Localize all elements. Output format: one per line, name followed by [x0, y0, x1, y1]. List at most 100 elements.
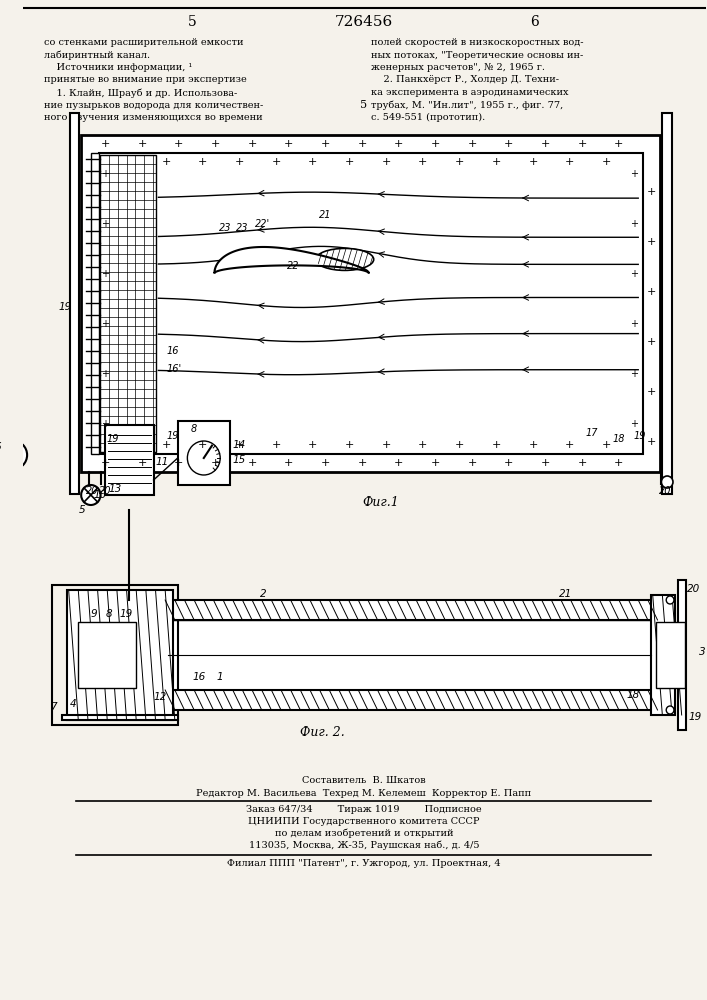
Text: принятые во внимание при экспертизе: принятые во внимание при экспертизе	[45, 76, 247, 85]
Bar	[163, 600, 655, 620]
Text: +: +	[631, 319, 638, 329]
Text: трубах, М. "Ин.лит", 1955 г., фиг. 77,: трубах, М. "Ин.лит", 1955 г., фиг. 77,	[370, 101, 563, 110]
Bar	[650, 595, 675, 715]
Text: +: +	[491, 440, 501, 450]
Text: 20: 20	[86, 486, 98, 496]
Bar	[100, 155, 156, 452]
Text: 13: 13	[108, 484, 122, 494]
Text: ние пузырьков водорода для количествен-: ние пузырьков водорода для количествен-	[45, 101, 264, 109]
Text: +: +	[271, 440, 281, 450]
Text: 21: 21	[559, 589, 572, 599]
Text: +: +	[647, 387, 656, 397]
Text: 1. Клайн, Шрауб и др. Использова-: 1. Клайн, Шрауб и др. Использова-	[45, 88, 238, 98]
Text: Составитель  В. Шкатов: Составитель В. Шкатов	[302, 776, 426, 785]
Text: 15: 15	[233, 455, 246, 465]
Text: +: +	[455, 157, 464, 167]
Bar	[166, 715, 177, 720]
Text: 2: 2	[259, 589, 267, 599]
Text: +: +	[614, 458, 624, 468]
Text: +: +	[235, 440, 244, 450]
Text: +: +	[565, 157, 574, 167]
Circle shape	[666, 706, 674, 714]
Text: Фиг.1: Фиг.1	[362, 495, 399, 508]
Circle shape	[661, 476, 673, 488]
Text: +: +	[101, 319, 110, 329]
Text: Редактор М. Васильева  Техред М. Келемеш  Корректор Е. Папп: Редактор М. Васильева Техред М. Келемеш …	[197, 789, 532, 798]
Text: со стенками расширительной емкости: со стенками расширительной емкости	[45, 38, 244, 47]
Text: +: +	[211, 458, 220, 468]
Text: +: +	[631, 219, 638, 229]
Text: 20: 20	[686, 584, 700, 594]
Text: +: +	[211, 139, 220, 149]
Circle shape	[666, 596, 674, 604]
Bar	[98, 153, 643, 454]
Bar	[163, 690, 655, 710]
Text: +: +	[467, 458, 477, 468]
Text: 16': 16'	[166, 364, 181, 374]
Text: +: +	[419, 440, 428, 450]
Text: 6: 6	[0, 442, 1, 452]
Text: +: +	[578, 139, 587, 149]
Text: +: +	[174, 139, 183, 149]
Text: 20: 20	[658, 486, 671, 496]
Text: по делам изобретений и открытий: по делам изобретений и открытий	[275, 829, 453, 838]
Text: +: +	[101, 369, 110, 379]
Text: 19: 19	[58, 302, 71, 312]
Text: 1: 1	[216, 672, 223, 682]
Bar	[66, 590, 173, 720]
Text: 19: 19	[166, 431, 179, 441]
Text: +: +	[101, 269, 110, 279]
Text: +: +	[419, 157, 428, 167]
Text: 18: 18	[612, 434, 625, 444]
Text: 8: 8	[190, 424, 197, 434]
Text: +: +	[614, 139, 624, 149]
Text: полей скоростей в низкоскоростных вод-: полей скоростей в низкоскоростных вод-	[370, 38, 583, 47]
Text: Филиал ППП "Патент", г. Ужгород, ул. Проектная, 4: Филиал ППП "Патент", г. Ужгород, ул. Про…	[227, 859, 501, 868]
Text: 18: 18	[626, 690, 640, 700]
Text: +: +	[161, 157, 171, 167]
Text: +: +	[271, 157, 281, 167]
Text: +: +	[602, 157, 611, 167]
Bar	[81, 135, 660, 472]
Text: +: +	[308, 440, 317, 450]
Text: 5: 5	[188, 15, 197, 29]
Polygon shape	[214, 247, 369, 273]
Text: 23: 23	[219, 223, 232, 233]
Text: +: +	[100, 458, 110, 468]
Text: 17: 17	[585, 428, 597, 438]
Text: +: +	[631, 419, 638, 429]
Bar	[678, 580, 686, 730]
Text: +: +	[504, 458, 513, 468]
Circle shape	[81, 485, 100, 505]
Text: 19: 19	[119, 609, 133, 619]
Text: +: +	[174, 458, 183, 468]
Text: +: +	[631, 169, 638, 179]
Text: +: +	[345, 440, 354, 450]
Text: 10: 10	[94, 490, 107, 500]
Text: +: +	[247, 139, 257, 149]
Bar	[90, 153, 98, 454]
Text: +: +	[455, 440, 464, 450]
Ellipse shape	[316, 248, 374, 270]
Text: +: +	[528, 440, 538, 450]
Text: +: +	[358, 139, 367, 149]
Text: +: +	[541, 458, 550, 468]
Bar	[655, 622, 684, 688]
Text: 19: 19	[106, 434, 119, 444]
Text: +: +	[491, 157, 501, 167]
Text: +: +	[321, 458, 330, 468]
Text: +: +	[394, 139, 404, 149]
Text: 9: 9	[90, 609, 98, 619]
Text: 19: 19	[633, 431, 646, 441]
Text: +: +	[198, 440, 208, 450]
Text: +: +	[565, 440, 574, 450]
Text: Источники информации, ¹: Источники информации, ¹	[45, 63, 193, 72]
Text: 11: 11	[156, 457, 169, 467]
Bar	[62, 715, 177, 720]
Text: 21: 21	[319, 210, 331, 220]
Text: +: +	[382, 157, 391, 167]
Text: +: +	[647, 187, 656, 197]
Text: +: +	[247, 458, 257, 468]
Circle shape	[187, 441, 220, 475]
Text: +: +	[284, 139, 293, 149]
